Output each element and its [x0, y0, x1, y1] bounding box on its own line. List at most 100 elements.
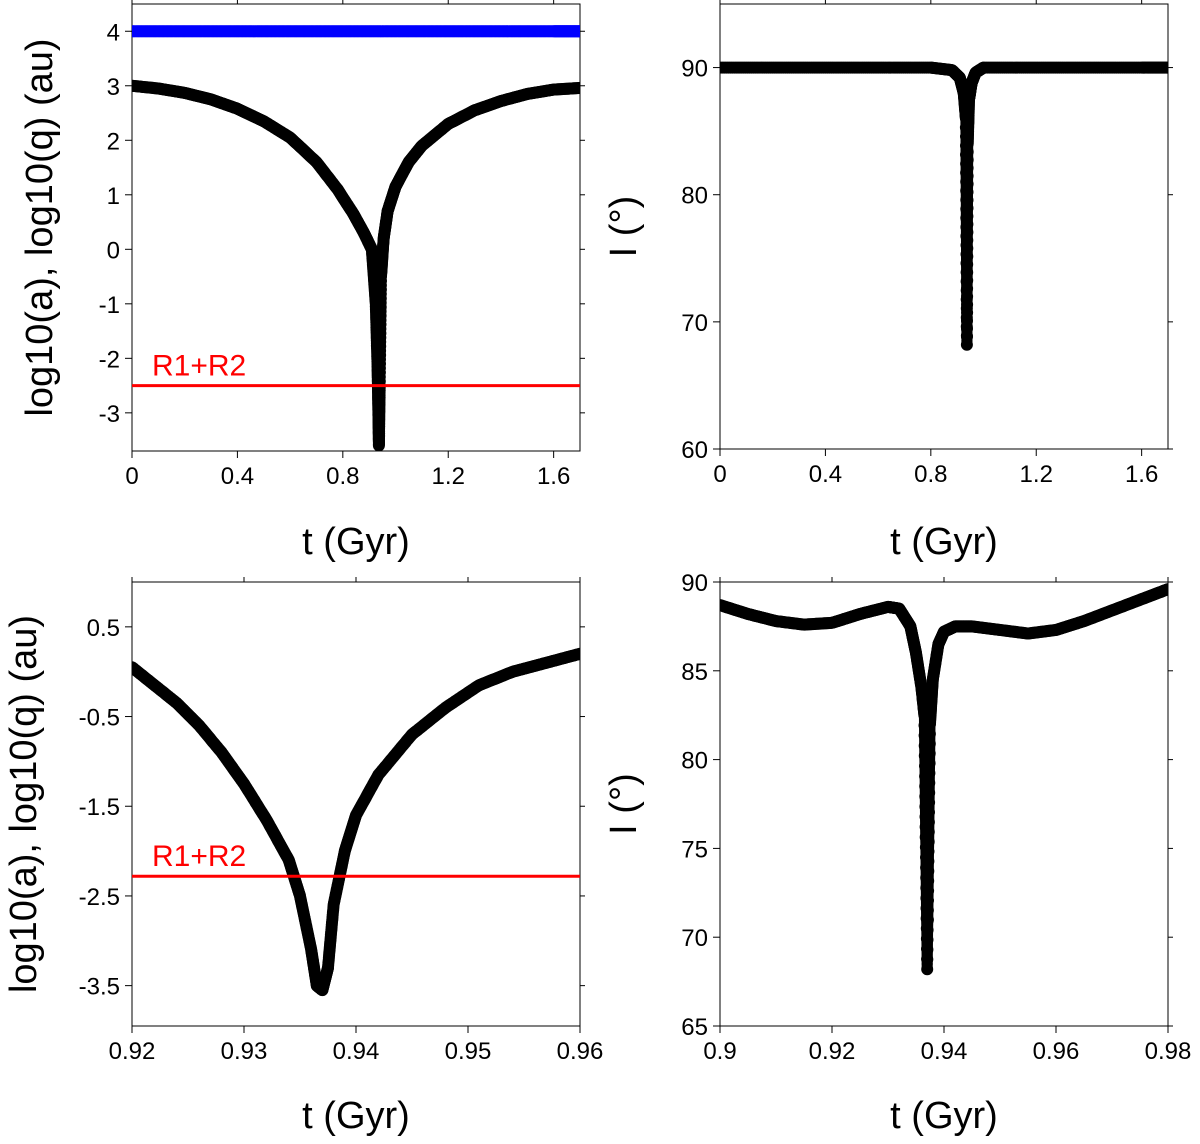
- series-inner-binary: [132, 79, 580, 451]
- x-tick-label: 0.8: [326, 463, 359, 490]
- y-tick-label: -2.5: [79, 884, 120, 911]
- chart-panel-bottom-left: 0.92 0.93 0.94 0.95 0.96 -3.5 -2.5 -1.5 -0.5 0.5 t…: [3, 577, 603, 1137]
- data-layer: [132, 25, 580, 451]
- data-point: [1162, 61, 1168, 74]
- x-tick-label: 0.93: [221, 1038, 268, 1065]
- scatter-point: [921, 771, 933, 783]
- x-axis-label: t (Gyr): [890, 1095, 998, 1137]
- y-tick-label: 80: [681, 183, 708, 210]
- chart-panel-top-left: 0 0.4 0.8 1.2 1.6 -3 -2 -1 0 1 2 3 4 t (Gyr) log10(a),…: [19, 0, 585, 563]
- data-point: [923, 786, 936, 799]
- data-point: [922, 816, 935, 829]
- scatter-point: [920, 860, 932, 872]
- series-line: [132, 80, 580, 451]
- y-tick-label: 1: [107, 183, 120, 210]
- scatter-point: [961, 316, 973, 328]
- data-point: [1162, 583, 1168, 596]
- y-tick-label: 0.5: [87, 615, 120, 642]
- scatter-point: [922, 798, 934, 810]
- x-tick-label: 0.96: [1033, 1038, 1080, 1065]
- scatter-point: [961, 335, 973, 347]
- reference-line-label: R1+R2: [152, 350, 246, 383]
- data-layer: [720, 583, 1168, 976]
- y-tick-label: 85: [681, 659, 708, 686]
- y-axis-label: log10(a), log10(q) (au): [3, 615, 45, 993]
- data-layer: [720, 61, 1168, 351]
- data-point: [923, 757, 936, 770]
- data-point: [574, 81, 580, 94]
- chart-panel-top-right: 0 0.4 0.8 1.2 1.6 60 70 80 90 t (Gyr) I (°): [603, 0, 1173, 563]
- data-point: [922, 835, 935, 848]
- y-tick-label: 75: [681, 836, 708, 863]
- y-tick-label: 4: [107, 19, 120, 46]
- x-tick-label: 0.8: [914, 461, 947, 488]
- series-inclination: [720, 61, 1168, 351]
- scatter-point: [921, 825, 933, 837]
- x-tick-label: 0.94: [333, 1038, 380, 1065]
- x-tick-label: 1.6: [537, 463, 570, 490]
- data-point: [921, 943, 934, 956]
- x-tick-label: 0.4: [809, 461, 842, 488]
- y-axis-label: I (°): [603, 196, 645, 258]
- y-tick-label: 80: [681, 748, 708, 775]
- y-tick-label: 70: [681, 310, 708, 337]
- data-point: [923, 806, 935, 819]
- scatter-point: [961, 265, 973, 277]
- scatter-point: [921, 736, 933, 748]
- data-point: [574, 647, 580, 660]
- plot-frame: [131, 3, 581, 452]
- scatter-point: [921, 931, 933, 943]
- x-tick-label: 0: [125, 463, 138, 490]
- scatter-point: [961, 214, 973, 226]
- y-tick-label: 90: [681, 56, 708, 83]
- scatter-point: [921, 896, 933, 908]
- x-axis-label: t (Gyr): [302, 1095, 410, 1137]
- data-point: [921, 904, 934, 917]
- series-inclination: [720, 583, 1168, 976]
- x-tick-label: 0.4: [221, 463, 254, 490]
- x-tick-label: 0.96: [557, 1038, 604, 1065]
- x-tick-label: 0.95: [445, 1038, 492, 1065]
- y-tick-label: 70: [681, 925, 708, 952]
- x-axis-label: t (Gyr): [890, 521, 998, 563]
- data-point: [574, 25, 580, 38]
- scatter-point: [961, 303, 973, 315]
- scatter-point: [961, 240, 973, 252]
- plot-frame: [719, 581, 1169, 1027]
- y-tick-label: 90: [681, 570, 708, 597]
- scatter-point: [921, 958, 933, 970]
- x-tick-label: 1.6: [1125, 461, 1158, 488]
- y-tick-label: 60: [681, 437, 708, 464]
- y-axis-label: I (°): [603, 773, 645, 835]
- scatter-point: [961, 163, 973, 175]
- x-tick-label: 0.92: [809, 1038, 856, 1065]
- reference-line-label: R1+R2: [152, 840, 246, 873]
- y-tick-label: -3.5: [79, 974, 120, 1001]
- series-inner-binary: [132, 647, 580, 997]
- y-tick-label: -2: [99, 346, 120, 373]
- data-point: [923, 747, 936, 760]
- chart-panel-bottom-right: 0.9 0.92 0.94 0.96 0.98 65 70 75 80 85 90 t (Gyr) I …: [603, 570, 1191, 1137]
- x-tick-label: 0.9: [703, 1038, 736, 1065]
- x-tick-label: 0: [713, 461, 726, 488]
- scatter-point: [922, 913, 934, 925]
- series-outer-semimajor-axis: [132, 25, 580, 38]
- y-tick-label: -1: [99, 292, 120, 319]
- scatter-point: [921, 878, 933, 890]
- y-tick-label: -1.5: [79, 794, 120, 821]
- data-point: [922, 845, 935, 858]
- x-tick-label: 1.2: [432, 463, 465, 490]
- y-tick-label: -0.5: [79, 705, 120, 732]
- x-tick-label: 0.98: [1145, 1038, 1192, 1065]
- x-axis-label: t (Gyr): [302, 521, 410, 563]
- scatter-point: [961, 201, 973, 213]
- y-tick-label: 2: [107, 128, 120, 155]
- plot-frame: [719, 3, 1169, 450]
- x-tick-label: 0.94: [921, 1038, 968, 1065]
- x-tick-label: 1.2: [1020, 461, 1053, 488]
- x-tick-label: 0.92: [109, 1038, 156, 1065]
- scatter-point: [961, 284, 973, 296]
- y-tick-label: 3: [107, 74, 120, 101]
- y-axis-label: log10(a), log10(q) (au): [19, 38, 61, 416]
